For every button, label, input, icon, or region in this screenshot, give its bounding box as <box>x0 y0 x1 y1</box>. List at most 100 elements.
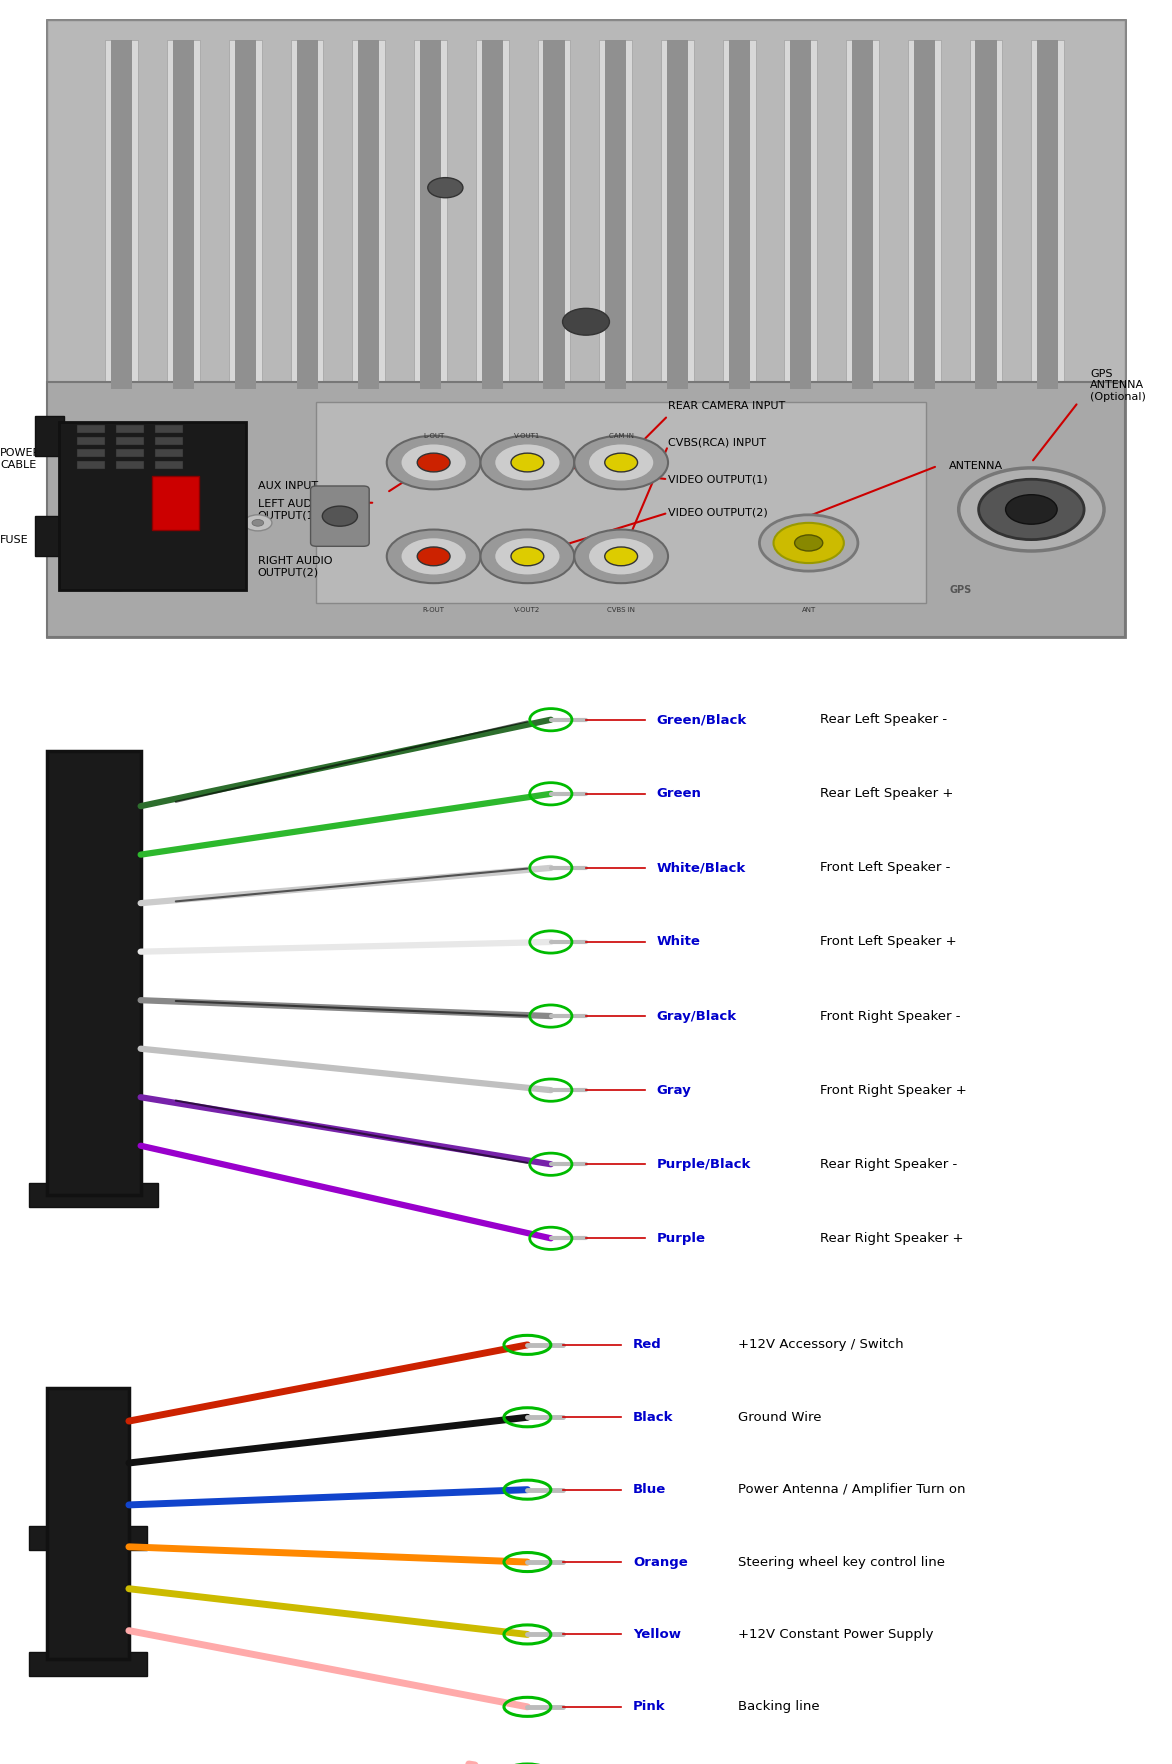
Bar <box>116 425 144 432</box>
Circle shape <box>111 580 123 586</box>
FancyBboxPatch shape <box>311 485 369 547</box>
Bar <box>1037 41 1058 388</box>
Text: REAR CAMERA INPUT: REAR CAMERA INPUT <box>668 400 785 411</box>
Text: Gray: Gray <box>656 1083 691 1097</box>
Text: L-OUT: L-OUT <box>423 432 444 439</box>
FancyBboxPatch shape <box>29 1182 158 1207</box>
Text: Gray/Black: Gray/Black <box>656 1009 736 1023</box>
Text: ANTENNA: ANTENNA <box>949 460 1003 471</box>
Bar <box>116 437 144 445</box>
Text: Yellow: Yellow <box>633 1628 681 1641</box>
Circle shape <box>563 309 609 335</box>
Circle shape <box>979 480 1084 540</box>
Text: CVBS IN: CVBS IN <box>607 607 635 614</box>
Bar <box>77 425 105 432</box>
Circle shape <box>495 445 560 482</box>
Circle shape <box>103 441 131 457</box>
FancyBboxPatch shape <box>47 1388 129 1660</box>
Bar <box>846 41 879 388</box>
Bar <box>152 476 199 529</box>
Bar <box>538 41 571 388</box>
Circle shape <box>959 467 1104 550</box>
Text: White: White <box>656 935 700 949</box>
Bar <box>105 41 138 388</box>
Text: FUSE: FUSE <box>0 534 28 545</box>
Text: Front Right Speaker -: Front Right Speaker - <box>820 1009 961 1023</box>
FancyBboxPatch shape <box>47 19 1125 637</box>
Bar <box>111 41 132 388</box>
Bar <box>155 450 183 457</box>
Circle shape <box>428 178 463 198</box>
Circle shape <box>244 515 272 531</box>
Bar <box>605 41 626 388</box>
Bar <box>116 460 144 469</box>
Bar <box>852 41 873 388</box>
Text: Rear Left Speaker +: Rear Left Speaker + <box>820 787 954 801</box>
Bar <box>359 41 380 388</box>
Text: GPS: GPS <box>950 586 972 594</box>
Bar <box>155 437 183 445</box>
Text: +12V Constant Power Supply: +12V Constant Power Supply <box>738 1628 934 1641</box>
Circle shape <box>795 534 823 550</box>
Bar <box>155 460 183 469</box>
Text: V-OUT1: V-OUT1 <box>515 432 540 439</box>
Circle shape <box>759 515 858 572</box>
Circle shape <box>481 529 574 584</box>
Bar <box>77 437 105 445</box>
Text: Pink: Pink <box>633 1700 666 1713</box>
Text: V-OUT2: V-OUT2 <box>515 607 540 614</box>
Text: R-OUT: R-OUT <box>423 607 444 614</box>
Text: Front Right Speaker +: Front Right Speaker + <box>820 1083 967 1097</box>
Bar <box>353 41 386 388</box>
Circle shape <box>774 522 844 563</box>
Text: White/Black: White/Black <box>656 861 745 875</box>
Bar <box>723 41 756 388</box>
Text: POWER
CABLE: POWER CABLE <box>0 448 41 469</box>
Bar <box>297 41 318 388</box>
Bar <box>316 402 926 603</box>
Bar <box>969 41 1002 388</box>
FancyBboxPatch shape <box>47 750 141 1196</box>
Text: Red: Red <box>633 1339 662 1351</box>
Text: LEFT AUDIO
OUTPUT(1): LEFT AUDIO OUTPUT(1) <box>258 499 323 520</box>
Text: Purple: Purple <box>656 1231 706 1245</box>
Text: Purple/Black: Purple/Black <box>656 1157 751 1171</box>
Text: Orange: Orange <box>633 1556 688 1568</box>
Text: Power Antenna / Amplifier Turn on: Power Antenna / Amplifier Turn on <box>738 1484 966 1496</box>
Text: ANT: ANT <box>802 607 816 614</box>
Bar <box>420 41 441 388</box>
Text: Front Left Speaker -: Front Left Speaker - <box>820 861 950 875</box>
Text: VIDEO OUTPUT(2): VIDEO OUTPUT(2) <box>668 508 768 519</box>
Circle shape <box>417 547 450 566</box>
Bar <box>661 41 694 388</box>
Text: Front Left Speaker +: Front Left Speaker + <box>820 935 958 949</box>
Bar <box>476 41 509 388</box>
Text: Ground Wire: Ground Wire <box>738 1411 822 1424</box>
Text: Rear Right Speaker +: Rear Right Speaker + <box>820 1231 963 1245</box>
Bar <box>47 383 1125 637</box>
Text: Rear Left Speaker -: Rear Left Speaker - <box>820 713 947 727</box>
Text: RIGHT AUDIO
OUTPUT(2): RIGHT AUDIO OUTPUT(2) <box>258 556 333 577</box>
Text: Blue: Blue <box>633 1484 666 1496</box>
Text: AUX INPUT: AUX INPUT <box>258 482 318 490</box>
Text: Backing line: Backing line <box>738 1700 820 1713</box>
Circle shape <box>588 538 654 575</box>
Bar <box>908 41 941 388</box>
Circle shape <box>574 529 668 584</box>
Bar <box>116 450 144 457</box>
Bar <box>729 41 750 388</box>
Circle shape <box>387 529 481 584</box>
Circle shape <box>495 538 560 575</box>
Bar <box>414 41 447 388</box>
Text: Black: Black <box>633 1411 674 1424</box>
Circle shape <box>111 446 123 452</box>
Bar <box>975 41 996 388</box>
Bar <box>155 425 183 432</box>
Bar <box>291 41 323 388</box>
Circle shape <box>481 436 574 489</box>
Circle shape <box>322 506 357 526</box>
Text: Rear Right Speaker -: Rear Right Speaker - <box>820 1157 958 1171</box>
Bar <box>234 41 255 388</box>
Circle shape <box>1006 494 1057 524</box>
Bar <box>1031 41 1064 388</box>
